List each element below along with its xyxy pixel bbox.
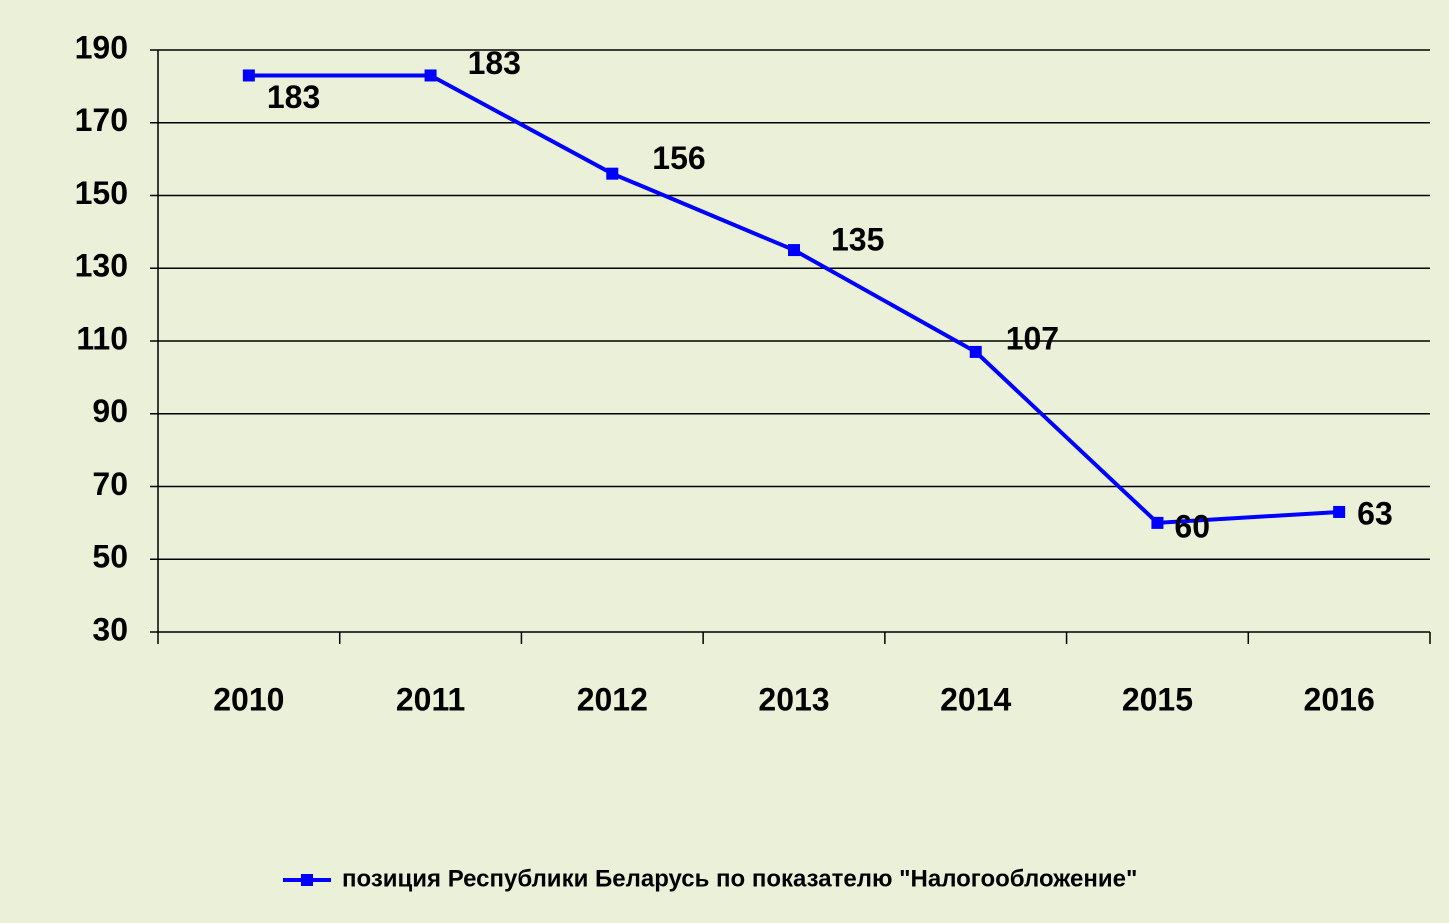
x-tick-label: 2015 <box>1122 681 1193 717</box>
data-label: 183 <box>267 79 320 115</box>
y-tick-label: 30 <box>92 611 128 647</box>
y-tick-label: 50 <box>92 539 128 575</box>
point-marker <box>606 167 619 180</box>
x-tick-label: 2012 <box>577 681 648 717</box>
x-tick-label: 2013 <box>758 681 829 717</box>
legend-label: позиция Республики Беларусь по показател… <box>342 865 1137 892</box>
point-marker <box>1151 516 1164 529</box>
point-marker <box>1333 505 1346 518</box>
point-marker <box>788 244 800 257</box>
y-tick-label: 90 <box>92 393 128 429</box>
point-marker <box>969 345 982 358</box>
x-tick-label: 2011 <box>396 681 465 717</box>
data-label: 60 <box>1174 508 1210 544</box>
y-tick-label: 130 <box>75 248 128 284</box>
legend-marker <box>301 874 313 886</box>
y-tick-label: 70 <box>92 466 128 502</box>
data-label: 183 <box>468 45 521 81</box>
y-tick-label: 190 <box>75 29 128 65</box>
y-tick-label: 110 <box>76 320 128 356</box>
point-marker <box>424 69 437 82</box>
data-label: 107 <box>1006 320 1059 356</box>
y-tick-label: 150 <box>75 175 128 211</box>
x-tick-label: 2010 <box>213 681 284 717</box>
data-label: 156 <box>652 140 705 176</box>
y-tick-label: 170 <box>75 102 128 138</box>
x-tick-label: 2014 <box>940 681 1011 717</box>
point-marker <box>242 69 255 82</box>
x-tick-label: 2016 <box>1304 681 1375 717</box>
series-line <box>248 73 1340 525</box>
data-label: 63 <box>1357 495 1393 531</box>
data-label: 135 <box>831 222 884 258</box>
